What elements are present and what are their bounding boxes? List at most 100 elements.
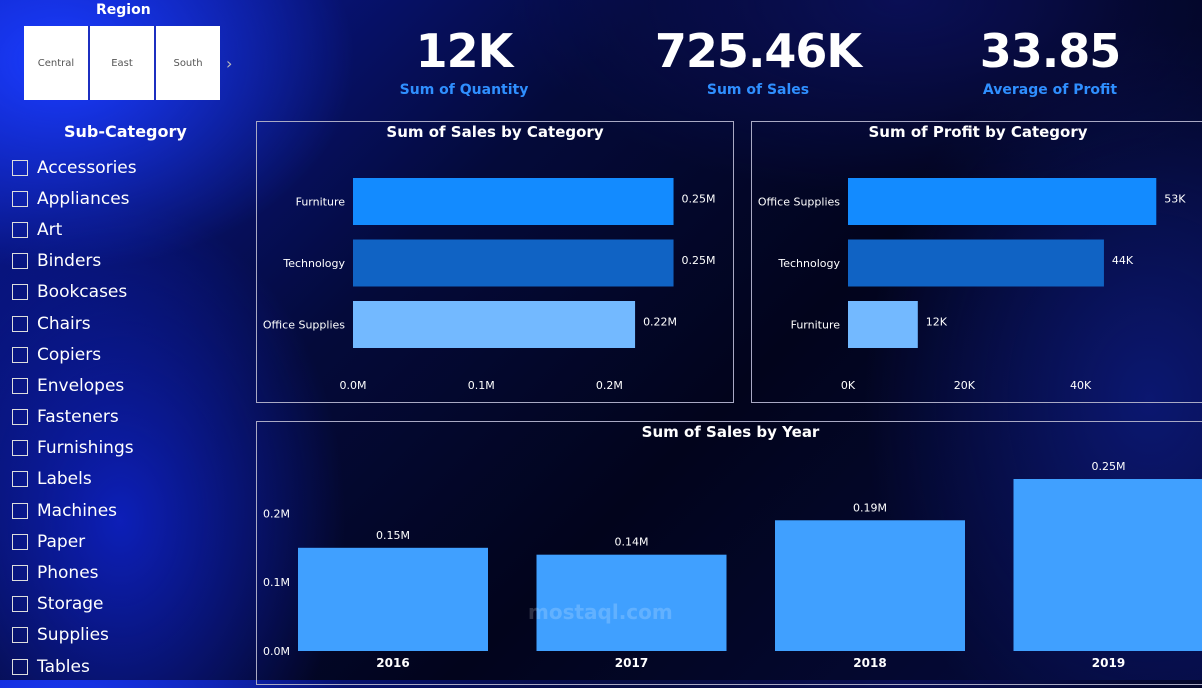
subcategory-label: Furnishings — [37, 438, 134, 458]
y-tick-label: 0.2M — [263, 507, 290, 520]
subcategory-item[interactable]: Storage — [12, 589, 137, 620]
checkbox-icon[interactable] — [12, 284, 28, 300]
data-label: 0.14M — [615, 536, 649, 549]
checkbox-icon[interactable] — [12, 471, 28, 487]
subcategory-label: Chairs — [37, 314, 91, 334]
subcategory-item[interactable]: Supplies — [12, 620, 137, 651]
subcategory-item[interactable]: Accessories — [12, 152, 137, 183]
subcategory-item[interactable]: Chairs — [12, 308, 137, 339]
checkbox-icon[interactable] — [12, 409, 28, 425]
bar — [353, 240, 674, 287]
checkbox-icon[interactable] — [12, 596, 28, 612]
subcategory-item[interactable]: Bookcases — [12, 277, 137, 308]
subcategory-label: Art — [37, 220, 62, 240]
checkbox-icon[interactable] — [12, 440, 28, 456]
subcategory-item[interactable]: Copiers — [12, 339, 137, 370]
checkbox-icon[interactable] — [12, 160, 28, 176]
x-tick-label: 2018 — [853, 656, 886, 670]
bar — [353, 301, 635, 348]
region-option-south[interactable]: South — [156, 26, 220, 100]
kpi-sum-of-sales: 725.46K Sum of Sales — [650, 26, 866, 98]
watermark-text: mostaql.com — [528, 600, 673, 624]
subcategory-item[interactable]: Fasteners — [12, 402, 137, 433]
data-label: 0.19M — [853, 501, 887, 514]
subcategory-label: Labels — [37, 469, 92, 489]
y-tick-label: 0.0M — [263, 645, 290, 658]
subcategory-item[interactable]: Appliances — [12, 183, 137, 214]
bar — [848, 240, 1104, 287]
kpi-value: 725.46K — [650, 26, 866, 76]
subcategory-item[interactable]: Phones — [12, 557, 137, 588]
subcategory-label: Bookcases — [37, 282, 127, 302]
checkbox-icon[interactable] — [12, 534, 28, 550]
y-tick-label: 0.1M — [263, 576, 290, 589]
subcategory-label: Storage — [37, 594, 104, 614]
checkbox-icon[interactable] — [12, 565, 28, 581]
checkbox-icon[interactable] — [12, 659, 28, 675]
subcategory-label: Binders — [37, 251, 101, 271]
subcategory-label: Supplies — [37, 625, 109, 645]
subcategory-label: Appliances — [37, 189, 130, 209]
region-slicer-title: Region — [96, 2, 151, 18]
subcategory-label: Tables — [37, 657, 90, 677]
x-tick-label: 0.2M — [596, 379, 623, 392]
sales-by-year-svg: 0.0M0.1M0.2M0.15M20160.14M20170.19M20180… — [257, 422, 1202, 684]
kpi-value: 33.85 — [974, 26, 1126, 76]
profit-by-category-chart: Sum of Profit by Category Office Supplie… — [751, 121, 1202, 403]
checkbox-icon[interactable] — [12, 191, 28, 207]
region-slicer: Central East South — [24, 26, 220, 100]
chart-title: Sum of Sales by Category — [257, 123, 733, 141]
subcategory-item[interactable]: Tables — [12, 651, 137, 682]
category-label: Technology — [282, 257, 345, 270]
chart-title: Sum of Profit by Category — [752, 123, 1202, 141]
kpi-sum-of-quantity: 12K Sum of Quantity — [396, 26, 532, 98]
subcategory-item[interactable]: Paper — [12, 526, 137, 557]
subcategory-item[interactable]: Art — [12, 214, 137, 245]
kpi-average-of-profit: 33.85 Average of Profit — [974, 26, 1126, 98]
data-label: 0.25M — [682, 254, 716, 267]
checkbox-icon[interactable] — [12, 627, 28, 643]
data-label: 44K — [1112, 254, 1134, 267]
kpi-label: Average of Profit — [974, 82, 1126, 98]
data-label: 53K — [1164, 193, 1186, 206]
subcategory-label: Accessories — [37, 158, 137, 178]
bar — [298, 548, 488, 651]
data-label: 0.25M — [1092, 460, 1126, 473]
category-label: Furniture — [791, 319, 841, 332]
checkbox-icon[interactable] — [12, 222, 28, 238]
checkbox-icon[interactable] — [12, 378, 28, 394]
subcategory-label: Phones — [37, 563, 99, 583]
checkbox-icon[interactable] — [12, 347, 28, 363]
subcategory-item[interactable]: Labels — [12, 464, 137, 495]
data-label: 0.22M — [643, 316, 677, 329]
subcategory-label: Paper — [37, 532, 85, 552]
subcategory-item[interactable]: Envelopes — [12, 370, 137, 401]
x-tick-label: 0K — [841, 379, 856, 392]
kpi-label: Sum of Quantity — [396, 82, 532, 98]
checkbox-icon[interactable] — [12, 253, 28, 269]
x-tick-label: 40K — [1070, 379, 1092, 392]
subcategory-label: Copiers — [37, 345, 101, 365]
subcategory-item[interactable]: Binders — [12, 246, 137, 277]
subcategory-item[interactable]: Machines — [12, 495, 137, 526]
subcategory-slicer-title: Sub-Category — [64, 122, 187, 141]
subcategory-label: Fasteners — [37, 407, 119, 427]
subcategory-item[interactable]: Furnishings — [12, 433, 137, 464]
checkbox-icon[interactable] — [12, 503, 28, 519]
x-tick-label: 2019 — [1092, 656, 1125, 670]
bar — [1014, 479, 1202, 651]
region-option-central[interactable]: Central — [24, 26, 90, 100]
kpi-value: 12K — [396, 26, 532, 76]
data-label: 12K — [926, 316, 948, 329]
checkbox-icon[interactable] — [12, 316, 28, 332]
x-tick-label: 20K — [954, 379, 976, 392]
region-option-east[interactable]: East — [90, 26, 156, 100]
chevron-right-icon[interactable]: › — [226, 54, 232, 73]
x-tick-label: 2016 — [376, 656, 409, 670]
subcategory-label: Envelopes — [37, 376, 124, 396]
bar — [848, 178, 1156, 225]
